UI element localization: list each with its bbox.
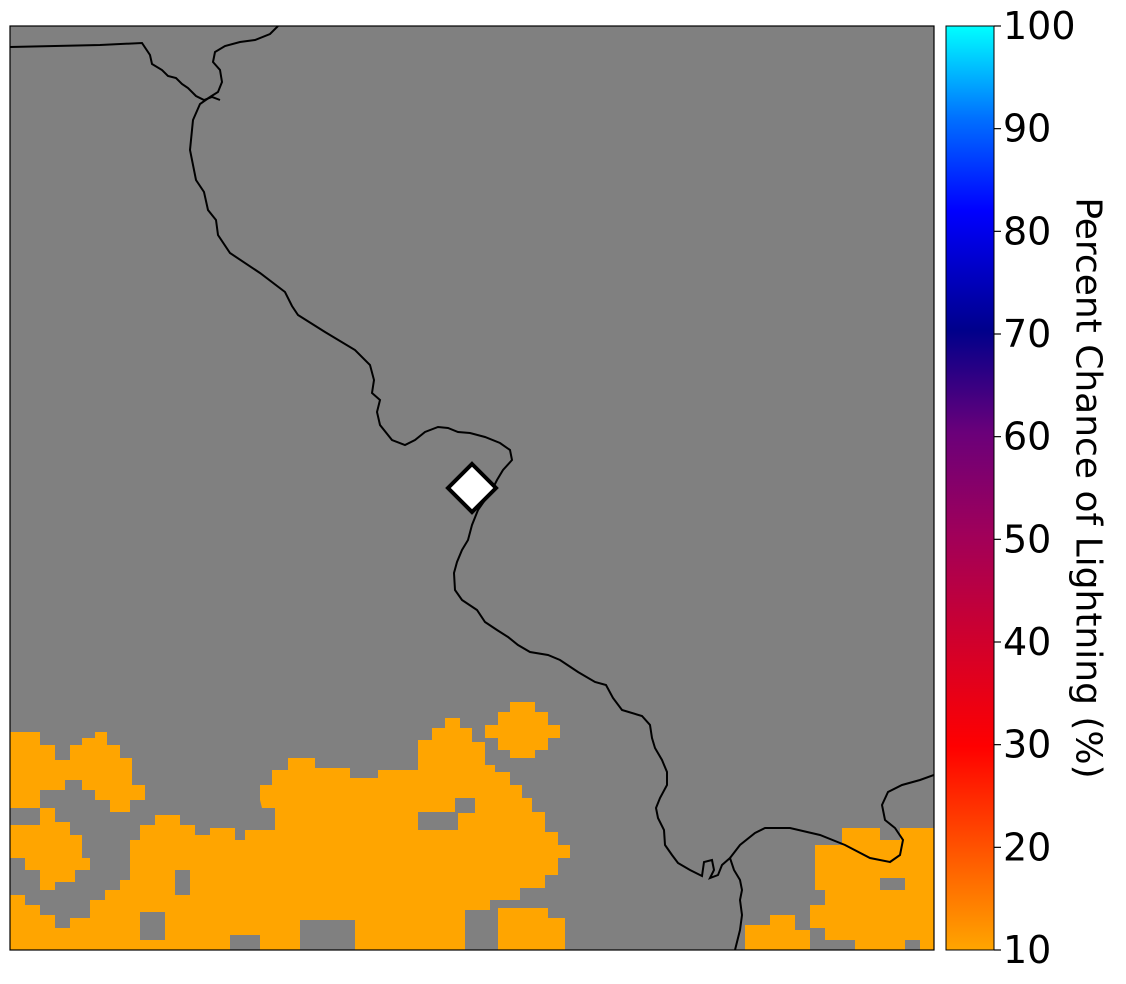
lightning-probability-areas bbox=[10, 702, 934, 950]
probability-region bbox=[185, 718, 570, 950]
colorbar-label: Percent Chance of Lightning (%) bbox=[1068, 197, 1109, 778]
probability-region bbox=[498, 908, 565, 950]
colorbar: 10 20 30 40 50 60 70 80 90 100 Percent Chance of … bbox=[945, 4, 1109, 972]
colorbar-tick-label: 10 bbox=[1003, 928, 1051, 972]
colorbar-tick-label: 30 bbox=[1003, 723, 1051, 767]
colorbar-gradient bbox=[945, 25, 995, 951]
probability-region bbox=[810, 828, 934, 950]
boundary-lines bbox=[10, 26, 934, 950]
colorbar-tick-label: 80 bbox=[1003, 209, 1051, 253]
colorbar-ticks: 10 20 30 40 50 60 70 80 90 100 bbox=[994, 4, 1076, 972]
river-main bbox=[188, 96, 744, 950]
colorbar-tick-label: 60 bbox=[1003, 415, 1051, 459]
no-probability-gaps bbox=[55, 790, 905, 950]
colorbar-tick-label: 90 bbox=[1003, 107, 1051, 151]
probability-region bbox=[10, 732, 145, 812]
map-frame bbox=[9, 25, 935, 951]
probability-region bbox=[745, 915, 810, 950]
boundary-north bbox=[209, 26, 279, 98]
probability-region bbox=[10, 815, 245, 950]
colorbar-tick-label: 70 bbox=[1003, 312, 1051, 356]
colorbar-tick-label: 20 bbox=[1003, 825, 1051, 869]
probability-region bbox=[10, 808, 90, 890]
colorbar-tick-label: 50 bbox=[1003, 517, 1051, 561]
colorbar-tick-label: 40 bbox=[1003, 620, 1051, 664]
boundary-southeast bbox=[729, 774, 934, 864]
boundary-northwest bbox=[10, 41, 221, 102]
colorbar-tick-label: 100 bbox=[1003, 4, 1076, 48]
probability-region bbox=[485, 702, 560, 758]
site-marker-diamond bbox=[445, 461, 499, 515]
